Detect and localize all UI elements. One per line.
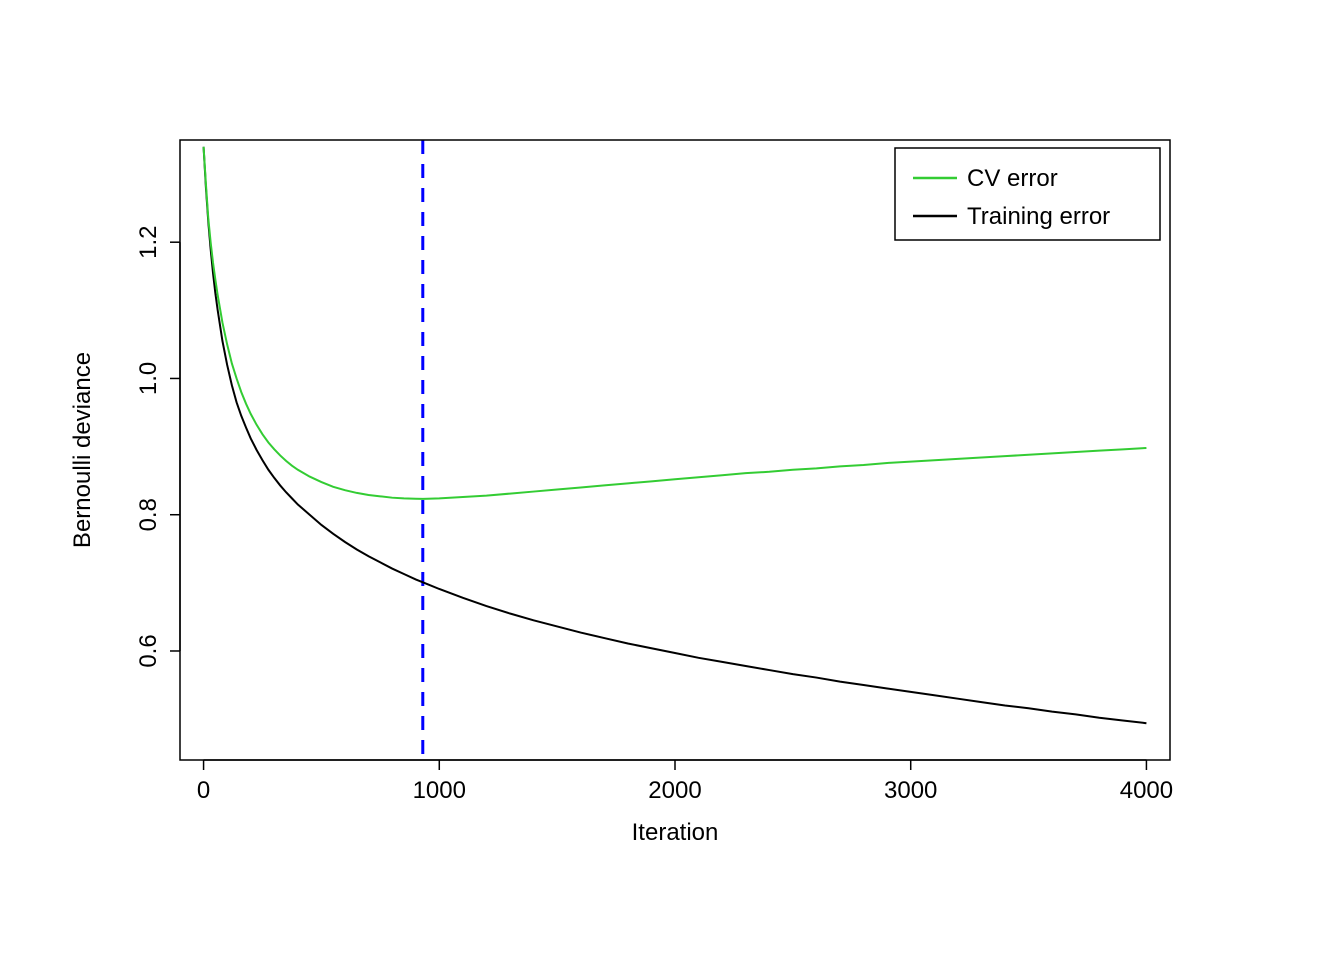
y-tick-label: 0.8	[135, 498, 162, 531]
y-tick-label: 1.2	[135, 226, 162, 259]
x-axis-label: Iteration	[632, 819, 719, 846]
x-tick-label: 3000	[884, 777, 937, 804]
x-tick-label: 4000	[1120, 777, 1173, 804]
y-axis-label: Bernoulli deviance	[69, 352, 96, 548]
bernoulli-deviance-chart: 0 1000 2000 3000 4000 0.6 0.8 1.0 1.2 Iteration Be…	[0, 0, 1344, 960]
x-tick-label: 0	[197, 777, 210, 804]
y-tick-label: 0.6	[135, 634, 162, 667]
legend-label: CV error	[967, 165, 1058, 192]
x-tick-label: 2000	[648, 777, 701, 804]
legend-label: Training error	[967, 203, 1110, 230]
x-tick-label: 1000	[413, 777, 466, 804]
y-tick-label: 1.0	[135, 362, 162, 395]
